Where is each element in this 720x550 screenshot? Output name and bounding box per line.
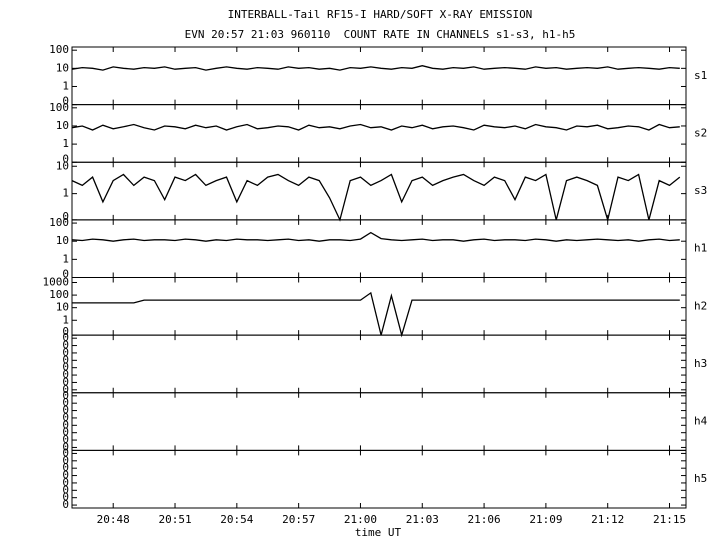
y-tick-label: 1 (62, 79, 69, 92)
y-tick-label: 0 (62, 210, 69, 223)
panel-frame (71, 46, 687, 106)
y-tick-label: 0 (62, 469, 69, 482)
y-tick-label: 0 (62, 491, 69, 504)
y-tick-label: 0 (62, 331, 69, 344)
y-tick-label: 10 (56, 159, 69, 172)
panel-frame (71, 392, 687, 451)
series-line (71, 231, 680, 242)
y-tick-label: 1 (62, 252, 69, 265)
y-tick-label: 0 (62, 368, 69, 381)
x-tick-label: 20:51 (158, 513, 191, 526)
y-tick-label: 0 (62, 383, 69, 396)
x-tick-label: 20:54 (220, 513, 253, 526)
y-tick-label: 1 (62, 187, 69, 200)
y-tick-label: 10 (56, 234, 69, 247)
series-line (71, 173, 681, 223)
x-tick-label: 20:48 (97, 513, 130, 526)
y-tick-label: 0 (62, 476, 69, 489)
x-tick-label: 20:57 (282, 513, 315, 526)
y-tick-label: 0 (62, 483, 69, 496)
panel-frame (71, 219, 687, 278)
panel-label: s3 (694, 184, 707, 197)
y-tick-label: 0 (62, 346, 69, 359)
y-tick-label: 0 (62, 446, 69, 459)
x-tick-label: 21:15 (653, 513, 686, 526)
y-tick-label: 100 (49, 216, 69, 229)
chart-subtitle: EVN 20:57 21:03 960110 COUNT RATE IN CHA… (185, 28, 576, 41)
y-tick-label: 0 (62, 268, 69, 281)
x-tick-label: 21:03 (406, 513, 439, 526)
panel-label: h4 (694, 415, 708, 428)
chart-title: INTERBALL-Tail RF15-I HARD/SOFT X-RAY EM… (228, 8, 533, 21)
y-tick-label: 10 (56, 301, 69, 314)
series-line (71, 65, 680, 71)
panel-label: h5 (694, 472, 707, 485)
y-tick-label: 1 (62, 137, 69, 150)
y-tick-label: 10 (56, 61, 69, 74)
y-tick-label: 0 (62, 454, 69, 467)
y-tick-label: 10 (56, 119, 69, 132)
y-tick-label: 0 (62, 152, 69, 165)
panel-label: h3 (694, 357, 707, 370)
y-tick-label: 0 (62, 95, 69, 108)
y-tick-label: 0 (62, 418, 69, 431)
y-tick-label: 100 (49, 288, 69, 301)
y-tick-label: 0 (62, 396, 69, 409)
panel-frame (71, 104, 687, 163)
panel-label: s2 (694, 126, 707, 139)
y-tick-label: 0 (62, 461, 69, 474)
y-tick-label: 0 (62, 375, 69, 388)
y-tick-label: 0 (62, 389, 69, 402)
y-tick-label: 0 (62, 411, 69, 424)
x-tick-label: 21:00 (344, 513, 377, 526)
series-line (71, 123, 680, 131)
y-tick-label: 0 (62, 339, 69, 352)
panel-label: h1 (694, 242, 707, 255)
y-tick-label: 0 (62, 426, 69, 439)
y-tick-label: 100 (49, 43, 69, 56)
y-tick-label: 1000 (43, 276, 70, 289)
panel-label: h2 (694, 299, 707, 312)
y-tick-label: 1 (62, 313, 69, 326)
y-tick-label: 0 (62, 325, 69, 338)
x-tick-label: 21:12 (591, 513, 624, 526)
x-axis-label: time UT (355, 526, 402, 539)
y-tick-label: 0 (62, 404, 69, 417)
panel-frame (71, 161, 687, 221)
y-tick-label: 0 (62, 498, 69, 511)
panel-frame (71, 334, 687, 394)
panel-frame (71, 449, 687, 509)
y-tick-label: 0 (62, 440, 69, 453)
y-tick-label: 0 (62, 361, 69, 374)
series-line (72, 291, 680, 338)
y-tick-label: 100 (49, 101, 69, 114)
y-tick-label: 0 (62, 353, 69, 366)
x-tick-label: 21:06 (468, 513, 501, 526)
panel-label: s1 (694, 69, 707, 82)
y-tick-label: 0 (62, 433, 69, 446)
x-tick-label: 21:09 (529, 513, 562, 526)
